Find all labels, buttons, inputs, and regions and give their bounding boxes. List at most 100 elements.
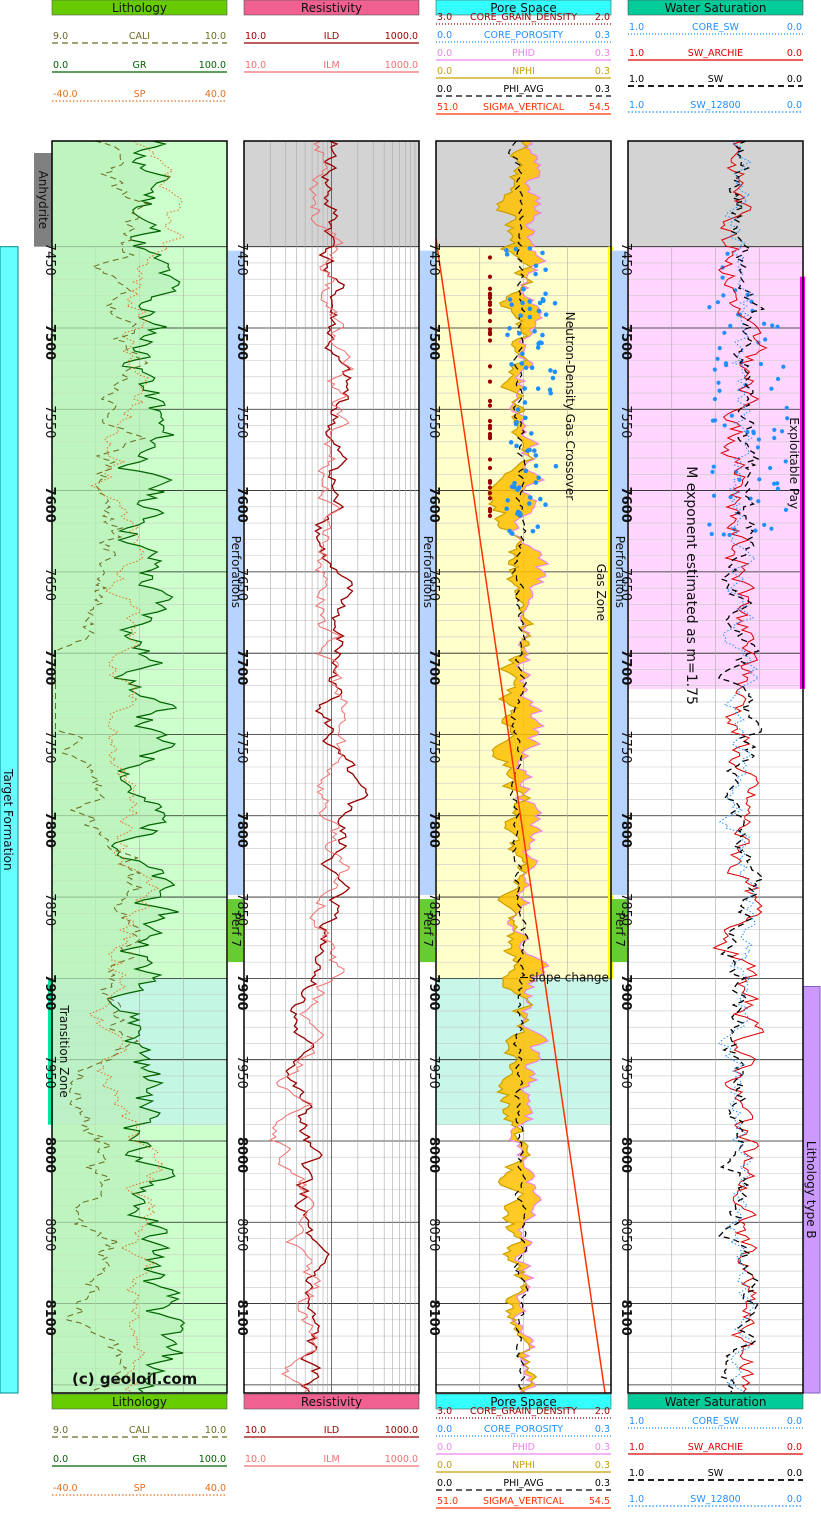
core-porosity-point (508, 440, 514, 445)
depth-label-res: 7650 (234, 568, 249, 601)
core-sw-point (711, 493, 717, 498)
bottom-header-curve-name: PHI_AVG (503, 1478, 543, 1489)
core-porosity-point (527, 246, 533, 251)
core-porosity-point (507, 325, 512, 331)
core-grain-density-point (487, 295, 493, 301)
depth-label-pore-group: 7850 (426, 893, 441, 926)
bottom-header-curve-name: CORE_SW (692, 1416, 739, 1427)
depth-label-sw: 8050 (618, 1218, 633, 1251)
core-sw-point (762, 522, 767, 528)
depth-label-res: 7750 (234, 730, 249, 763)
perforation-label: Perforations (421, 536, 435, 608)
depth-label-sw: 7800 (618, 812, 633, 848)
depth-label-pore-group: 7450 (426, 243, 441, 276)
top-header-curve-max: 2.0 (595, 12, 610, 23)
core-porosity-point (532, 448, 537, 453)
core-porosity-point (540, 250, 545, 256)
cali-curve (55, 140, 150, 1393)
core-grain-density-point (487, 327, 493, 332)
bottom-header-curve-name: CALI (129, 1425, 150, 1436)
bottom-header-curve-min: 0.0 (437, 1478, 452, 1489)
core-porosity-point (523, 415, 528, 421)
bottom-header-curve-min: 1.0 (629, 1416, 644, 1427)
core-porosity-point (504, 252, 510, 257)
core-sw-point (721, 532, 726, 537)
core-sw-point (745, 429, 750, 435)
core-porosity-point (518, 313, 523, 318)
top-header-curve-name: CORE_SW (692, 22, 739, 33)
left-depth-label-group: 7750 (42, 730, 57, 763)
depth-label-res-group: 7550 (234, 405, 249, 438)
perf-small-label: Perf 7 (421, 912, 435, 947)
sw-12800-curve (717, 140, 760, 1393)
core-porosity-point (505, 498, 511, 503)
core-porosity-point (540, 332, 545, 338)
depth-label-res-group: 8100 (234, 1300, 249, 1336)
core-sw-point (728, 495, 733, 500)
depth-label-res: 7450 (234, 243, 249, 276)
core-sw-point (772, 435, 777, 441)
top-header-curve-name: ILM (323, 60, 339, 71)
bottom-header-curve-max: 0.3 (595, 1424, 610, 1435)
top-header-curve-max: 40.0 (205, 89, 226, 100)
lithology-b-label: Lithology type B (804, 1141, 818, 1239)
core-porosity-point (516, 331, 522, 336)
left-depth-label-group: 7650 (42, 568, 57, 601)
core-sw-point (720, 275, 725, 280)
left-depth-label: 7800 (42, 812, 57, 848)
core-grain-density-point (487, 286, 493, 291)
transition-zone-bar (48, 978, 53, 1125)
core-porosity-point (514, 443, 519, 449)
exploitable-pay-label-group: Exploitable Pay (787, 417, 801, 509)
depth-label-sw-group: 7950 (618, 1056, 633, 1089)
perf-small-label-group: Perf 7 (421, 912, 435, 947)
core-grain-density-point (487, 274, 493, 279)
core-sw-point (737, 477, 742, 482)
core-sw-point (722, 423, 727, 428)
perf-small-label: Perf 7 (229, 912, 243, 947)
depth-label-pore-group: 7650 (426, 568, 441, 601)
core-sw-point (755, 445, 761, 450)
top-header-curve-min: 1.0 (629, 100, 644, 111)
gas-zone-label-group: Gas Zone (594, 564, 608, 621)
depth-label-sw: 8100 (618, 1300, 633, 1336)
core-porosity-point (519, 361, 525, 366)
depth-label-pore: 7550 (426, 405, 441, 438)
bottom-header-curve-name: SW (708, 1468, 724, 1479)
transition-zone-label-group: Transition Zone (57, 1004, 71, 1097)
depth-label-sw: 8000 (618, 1137, 633, 1173)
core-sw-point (784, 405, 789, 410)
core-grain-density-point (487, 496, 493, 501)
gas-crossover-fill (488, 141, 549, 1392)
core-sw-point (712, 396, 718, 402)
core-porosity-point (532, 328, 537, 334)
depth-label-res-group: 7600 (234, 487, 249, 523)
bottom-header-curve-name: ILM (323, 1454, 339, 1465)
depth-label-sw-group: 7700 (618, 649, 633, 685)
core-porosity-point (527, 306, 533, 312)
top-header-title-1: Lithology (112, 1, 167, 15)
core-grain-density-point (487, 418, 493, 424)
top-header-curve-name: CORE_GRAIN_DENSITY (470, 12, 577, 23)
core-porosity-point (537, 300, 543, 306)
top-header-curve-max: 0.3 (595, 66, 610, 77)
left-depth-label: 7550 (42, 405, 57, 438)
depth-label-res-group: 7450 (234, 243, 249, 276)
top-header-curve-name: SIGMA_VERTICAL (483, 102, 565, 113)
depth-label-pore: 7950 (426, 1056, 441, 1089)
core-sw-point (772, 481, 777, 486)
anhydrite-label: Anhydrite (36, 171, 50, 230)
depth-label-pore-group: 7500 (426, 324, 441, 360)
bottom-header-curve-max: 1000.0 (385, 1454, 418, 1465)
depth-label-sw-group: 8000 (618, 1137, 633, 1173)
core-sw-point (727, 532, 732, 538)
depth-label-res-group: 7800 (234, 812, 249, 848)
core-sw-point (783, 507, 789, 512)
left-depth-label: 7850 (42, 893, 57, 926)
top-header-curve-min: 10.0 (245, 31, 266, 42)
m-exponent-label: M exponent estimated as m=1.75 (683, 466, 699, 705)
top-header-curve-max: 0.3 (595, 30, 610, 41)
top-header-title-bg-2 (243, 0, 420, 16)
core-grain-density-point (487, 338, 493, 343)
